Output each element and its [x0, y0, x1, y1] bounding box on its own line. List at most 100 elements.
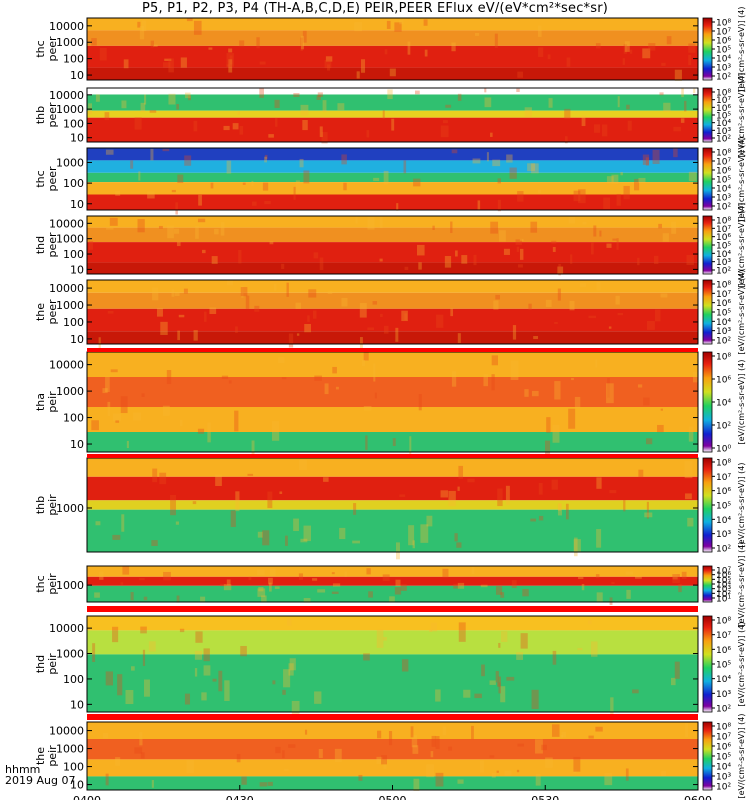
colorbar-tick-label: 10⁴ [716, 763, 731, 773]
flux-texture [392, 438, 396, 447]
flux-texture [450, 308, 454, 317]
flux-texture [204, 311, 207, 322]
flux-texture [399, 494, 406, 497]
flux-texture [359, 337, 363, 348]
flux-texture [300, 37, 303, 52]
flux-band [87, 585, 698, 602]
panel-frame [86, 17, 699, 81]
flux-texture [457, 486, 460, 491]
flux-texture [92, 643, 96, 662]
flux-band [87, 476, 698, 501]
flux-texture [361, 59, 366, 73]
flux-texture [223, 584, 232, 591]
flux-texture [442, 120, 448, 124]
flux-texture [282, 750, 285, 759]
y-tick-label: 10 [70, 698, 84, 711]
flux-texture [374, 392, 377, 399]
flux-texture [548, 98, 553, 108]
flux-texture [149, 110, 157, 113]
spectrogram-panel-tha-peir: 10 100 1000 10000 tha peir 10⁸ 10⁶ 10⁴ 10² 10⁰ [eV/… [34, 351, 746, 462]
flux-texture [162, 405, 170, 416]
flux-texture [471, 567, 475, 575]
flux-texture [623, 185, 630, 200]
flux-texture [112, 413, 121, 422]
flux-band [87, 352, 698, 377]
flux-texture [413, 178, 421, 187]
flux-texture [366, 568, 371, 575]
flux-band [87, 308, 698, 332]
flux-texture [516, 652, 524, 660]
flux-texture [130, 592, 134, 601]
flux-texture [616, 193, 621, 206]
flux-texture [376, 756, 383, 764]
flux-texture [627, 120, 632, 131]
flux-texture [681, 571, 687, 579]
colorbar [702, 147, 713, 211]
flux-texture [389, 68, 396, 77]
flux-texture [126, 440, 129, 449]
flux-texture [102, 732, 109, 739]
flux-texture [552, 424, 560, 443]
flux-band [87, 566, 698, 577]
flux-texture [436, 314, 444, 328]
y-tick-label: 100 [63, 177, 84, 190]
flux-texture [606, 383, 614, 404]
flux-texture [418, 262, 422, 270]
flux-texture [492, 159, 501, 167]
colorbar-tick-label: 10⁸ [716, 281, 731, 291]
flux-texture [285, 535, 288, 546]
flux-texture [483, 374, 489, 387]
flux-texture [496, 586, 503, 595]
date-label: 2019 Aug 07 [5, 774, 76, 787]
flux-texture [229, 55, 233, 65]
flux-texture [264, 201, 271, 205]
flux-texture [661, 62, 666, 66]
y-tick-label: 10 [70, 198, 84, 211]
flux-texture [274, 99, 280, 108]
flux-texture [662, 233, 669, 242]
y-tick-label: 10 [70, 779, 84, 792]
flux-texture [646, 438, 653, 445]
flux-texture [91, 38, 97, 46]
flux-texture [387, 89, 393, 100]
flux-texture [170, 494, 176, 516]
flux-texture [560, 734, 563, 738]
colorbar-tick-label: 10⁸ [716, 149, 731, 159]
flux-texture [603, 197, 611, 210]
flux-texture [381, 755, 388, 765]
flux-texture [99, 47, 107, 61]
colorbar-tick-label: 10³ [716, 258, 731, 268]
flux-texture [319, 257, 324, 270]
flux-texture [197, 428, 205, 434]
flux-texture [138, 171, 141, 181]
flux-texture [527, 163, 536, 172]
flux-texture [105, 376, 110, 393]
flux-texture [533, 336, 539, 340]
flux-texture [495, 671, 499, 683]
flux-texture [654, 309, 661, 322]
flux-texture [301, 35, 305, 50]
colorbar-tick-label: 10⁴ [716, 675, 731, 685]
panel-frame [86, 565, 699, 603]
flux-texture [269, 582, 272, 592]
flux-texture [612, 238, 617, 241]
flux-texture [141, 393, 145, 398]
flux-texture [617, 312, 624, 316]
flux-texture [185, 92, 191, 99]
flux-texture [500, 631, 508, 642]
flux-texture [140, 752, 145, 759]
colorbar-tick-label: 10⁴ [716, 399, 731, 409]
flux-texture [624, 41, 630, 52]
flux-texture [472, 158, 481, 164]
colorbar-tick-label: 10⁸ [716, 723, 731, 733]
flux-texture [341, 297, 348, 307]
flux-texture [208, 47, 213, 50]
flux-texture [314, 375, 322, 381]
flux-texture [591, 641, 598, 657]
flux-texture [412, 540, 415, 549]
colorbar-tick-label: 10⁸ [716, 617, 731, 627]
colorbar [702, 615, 713, 713]
flux-texture [171, 189, 176, 193]
